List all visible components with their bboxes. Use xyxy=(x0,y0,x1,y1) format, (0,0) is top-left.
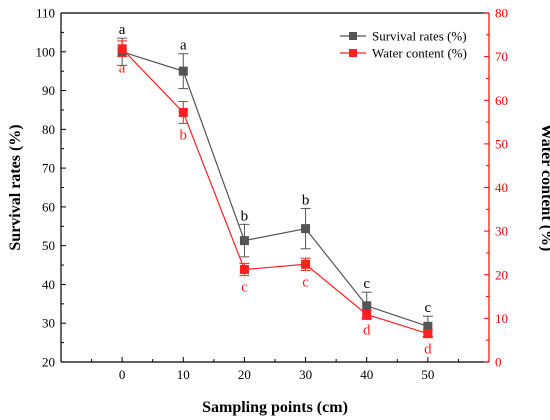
right-y-tick-label: 50 xyxy=(495,136,508,151)
data-point xyxy=(239,265,249,275)
x-tick-label: 10 xyxy=(177,367,190,382)
data-point xyxy=(423,321,433,331)
left-y-tick-label: 30 xyxy=(42,316,55,331)
left-y-tick-label: 80 xyxy=(42,122,55,137)
data-point xyxy=(117,44,127,54)
legend-label: Survival rates (%) xyxy=(372,29,467,44)
x-tick-label: 0 xyxy=(119,367,126,382)
significance-letter: b xyxy=(180,127,188,143)
x-tick-label: 30 xyxy=(299,367,312,382)
left-y-tick-label: 90 xyxy=(42,83,55,98)
significance-letter: a xyxy=(119,61,126,77)
significance-letter: a xyxy=(180,38,187,54)
significance-letter: c xyxy=(302,274,309,290)
significance-letter: b xyxy=(241,208,249,224)
legend-marker xyxy=(349,32,357,40)
x-tick-label: 40 xyxy=(360,367,373,382)
significance-letter: b xyxy=(302,192,310,208)
data-point xyxy=(178,66,188,76)
left-y-axis-title: Survival rates (%) xyxy=(7,124,24,250)
significance-letter: d xyxy=(424,342,432,358)
data-point xyxy=(362,301,372,311)
data-point xyxy=(301,259,311,269)
right-y-tick-label: 70 xyxy=(495,49,508,64)
left-y-tick-label: 100 xyxy=(36,44,56,59)
right-y-tick-label: 20 xyxy=(495,267,508,282)
significance-letter: c xyxy=(363,276,370,292)
data-point xyxy=(362,309,372,319)
series-line xyxy=(121,48,429,335)
right-y-tick-label: 10 xyxy=(495,311,508,326)
data-point xyxy=(301,224,311,234)
left-y-tick-label: 40 xyxy=(42,277,55,292)
x-tick-label: 20 xyxy=(238,367,251,382)
right-y-tick-label: 80 xyxy=(495,6,508,21)
significance-letter: a xyxy=(119,22,126,38)
series-line xyxy=(121,51,429,327)
legend-label: Water content (%) xyxy=(372,46,467,61)
data-point xyxy=(239,236,249,246)
data-point xyxy=(423,329,433,339)
right-y-tick-label: 0 xyxy=(495,355,502,370)
right-y-tick-label: 40 xyxy=(495,180,508,195)
legend-marker xyxy=(349,49,357,57)
series-0 xyxy=(117,37,433,337)
right-y-tick-label: 60 xyxy=(495,93,508,108)
left-y-tick-label: 50 xyxy=(42,238,55,253)
x-tick-label: 50 xyxy=(421,367,434,382)
left-y-tick-label: 70 xyxy=(42,161,55,176)
left-y-tick-label: 60 xyxy=(42,199,55,214)
significance-letter: c xyxy=(425,300,432,316)
left-y-tick-label: 20 xyxy=(42,355,55,370)
right-y-axis-title: Water content (%) xyxy=(538,124,550,252)
significance-letter: d xyxy=(363,322,371,338)
x-axis-title: Sampling points (cm) xyxy=(202,399,348,416)
significance-letter: c xyxy=(241,280,248,296)
data-point xyxy=(178,107,188,117)
series-1 xyxy=(117,40,433,339)
left-y-tick-label: 110 xyxy=(36,6,55,21)
right-y-tick-label: 30 xyxy=(495,224,508,239)
